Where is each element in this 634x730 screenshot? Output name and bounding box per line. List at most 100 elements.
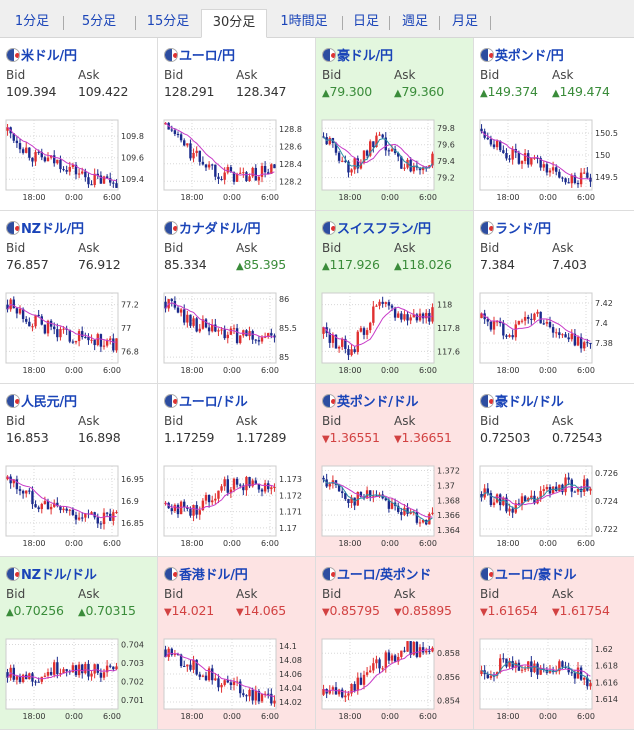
card-title[interactable]: ランド/円 <box>480 218 551 237</box>
candle-body <box>328 483 331 487</box>
candlestick-chart[interactable]: 0.858 0.856 0.854 18:00 0:00 6:00 <box>320 633 470 725</box>
candlestick-chart[interactable]: 0.726 0.724 0.722 18:00 0:00 6:00 <box>478 460 628 552</box>
card-title[interactable]: 人民元/円 <box>6 391 77 410</box>
candle-body <box>551 486 555 494</box>
card-title[interactable]: 香港ドル/円 <box>164 564 248 583</box>
candle-body <box>46 320 50 334</box>
candle-body <box>421 519 425 523</box>
ask-price: 76.912 <box>78 257 121 272</box>
moving-average-line <box>165 302 275 338</box>
pair-name[interactable]: ユーロ/円 <box>179 49 235 64</box>
candle-body <box>381 134 384 138</box>
candle-body <box>344 695 347 698</box>
candle-body <box>412 641 415 655</box>
pair-name[interactable]: ユーロ/英ポンド <box>337 568 432 583</box>
pair-name[interactable]: 香港ドル/円 <box>179 568 248 583</box>
currency-pair-card[interactable]: 豪ドル/円 Bid Ask ▲79.300 ▲79.360 79.8 79.6 79.4 79.… <box>316 38 474 211</box>
card-title[interactable]: ユーロ/円 <box>164 45 235 64</box>
tab-5-minute[interactable]: 5分足 <box>81 14 117 29</box>
card-title[interactable]: ユーロ/ドル <box>164 391 248 410</box>
candlestick-chart[interactable]: 150.5 150 149.5 18:00 0:00 6:00 <box>478 114 628 206</box>
candle-body <box>418 647 422 657</box>
pair-name[interactable]: ユーロ/ドル <box>179 395 248 410</box>
candle-body <box>263 483 267 492</box>
candlestick-chart[interactable]: 128.8 128.6 128.4 128.2 18:00 0:00 6:00 <box>162 114 312 206</box>
currency-pair-card[interactable]: NZドル/円 Bid Ask 76.857 76.912 77.2 77 76.8 18:00 0… <box>0 211 158 384</box>
currency-pair-card[interactable]: ランド/円 Bid Ask 7.384 7.403 7.42 7.4 7.38 18:00 0:0… <box>474 211 634 384</box>
pair-name[interactable]: 豪ドル/ドル <box>495 395 564 410</box>
currency-pair-card[interactable]: 豪ドル/ドル Bid Ask 0.72503 0.72543 0.726 0.724 0.72… <box>474 384 634 557</box>
currency-pair-card[interactable]: 香港ドル/円 Bid Ask ▼14.021 ▼14.065 14.1 14.08 14.06… <box>158 557 316 730</box>
candle-body <box>375 659 378 664</box>
candlestick-chart[interactable]: 79.8 79.6 79.4 79.2 18:00 0:00 6:00 <box>320 114 470 206</box>
pair-name[interactable]: ユーロ/豪ドル <box>495 568 577 583</box>
card-title[interactable]: スイスフラン/円 <box>322 218 431 237</box>
moving-average-line <box>481 485 591 506</box>
pair-name[interactable]: 人民元/円 <box>21 395 77 410</box>
pair-name[interactable]: ランド/円 <box>495 222 551 237</box>
tab-1-minute[interactable]: 1分足 <box>14 14 50 29</box>
pair-name[interactable]: 英ポンド/円 <box>495 49 564 64</box>
candle-body <box>406 641 409 652</box>
currency-pair-card[interactable]: 人民元/円 Bid Ask 16.853 16.898 16.95 16.9 16.85 18:… <box>0 384 158 557</box>
tab-daily[interactable]: 日足 <box>352 14 379 29</box>
plot-area <box>479 292 593 364</box>
candlestick-chart[interactable]: 14.1 14.08 14.06 14.04 14.02 18:00 0:00 6:00 <box>162 633 312 725</box>
currency-pair-card[interactable]: カナダドル/円 Bid Ask 85.334 ▲85.395 86 85.5 85 18:00 0… <box>158 211 316 384</box>
candlestick-chart[interactable]: 7.42 7.4 7.38 18:00 0:00 6:00 <box>478 287 628 379</box>
candle-body <box>56 329 59 338</box>
x-tick-label: 0:00 <box>381 366 399 375</box>
tab-15-minute[interactable]: 15分足 <box>146 14 190 29</box>
card-title[interactable]: ユーロ/英ポンド <box>322 564 432 583</box>
card-title[interactable]: NZドル/ドル <box>6 564 97 583</box>
candle-body <box>539 490 542 499</box>
card-title[interactable]: NZドル/円 <box>6 218 84 237</box>
tab-monthly[interactable]: 月足 <box>451 14 478 29</box>
pair-name[interactable]: カナダドル/円 <box>179 222 261 237</box>
card-title[interactable]: 英ポンド/円 <box>480 45 564 64</box>
pair-name[interactable]: スイスフラン/円 <box>337 222 431 237</box>
card-title[interactable]: 豪ドル/ドル <box>480 391 564 410</box>
card-title[interactable]: 英ポンド/ドル <box>322 391 419 410</box>
candlestick-chart[interactable]: 77.2 77 76.8 18:00 0:00 6:00 <box>4 287 154 379</box>
candle-body <box>81 331 84 338</box>
candlestick-chart[interactable]: 0.704 0.703 0.702 0.701 18:00 0:00 6:00 <box>4 633 154 725</box>
card-title[interactable]: ユーロ/豪ドル <box>480 564 577 583</box>
candle-body <box>257 483 261 490</box>
candle-body <box>189 143 192 159</box>
candle-body <box>173 653 177 655</box>
y-tick-label: 1.172 <box>279 491 302 500</box>
currency-pair-card[interactable]: ユーロ/円 Bid Ask 128.291 128.347 128.8 128.6 128.4… <box>158 38 316 211</box>
card-title[interactable]: 豪ドル/円 <box>322 45 393 64</box>
currency-pair-card[interactable]: スイスフラン/円 Bid Ask ▲117.926 ▲118.026 118 117.8 11… <box>316 211 474 384</box>
candlestick-chart[interactable]: 86 85.5 85 18:00 0:00 6:00 <box>162 287 312 379</box>
candlestick-chart[interactable]: 118 117.8 117.6 18:00 0:00 6:00 <box>320 287 470 379</box>
ask-value: 0.72543 <box>552 430 602 445</box>
card-title[interactable]: カナダドル/円 <box>164 218 261 237</box>
candlestick-chart[interactable]: 1.372 1.37 1.368 1.366 1.364 18:00 0:00 6:00 <box>320 460 470 552</box>
pair-name[interactable]: 豪ドル/円 <box>337 49 393 64</box>
candlestick-chart[interactable]: 16.95 16.9 16.85 18:00 0:00 6:00 <box>4 460 154 552</box>
currency-pair-card[interactable]: 英ポンド/円 Bid Ask ▲149.374 ▲149.474 150.5 150 149.… <box>474 38 634 211</box>
tab-weekly[interactable]: 週足 <box>401 14 428 29</box>
candlestick-chart[interactable]: 109.8 109.6 109.4 18:00 0:00 6:00 <box>4 114 154 206</box>
candle-body <box>18 676 22 682</box>
candlestick-chart[interactable]: 1.173 1.172 1.171 1.17 18:00 0:00 6:00 <box>162 460 312 552</box>
short-moving-average-line <box>323 136 433 170</box>
bid-direction-icon: ▼ <box>164 607 172 618</box>
card-title[interactable]: 米ドル/円 <box>6 45 77 64</box>
currency-pair-card[interactable]: 米ドル/円 Bid Ask 109.394 109.422 109.8 109.6 109.4… <box>0 38 158 211</box>
currency-pair-card[interactable]: ユーロ/ドル Bid Ask 1.17259 1.17289 1.173 1.172 1.17… <box>158 384 316 557</box>
tab-30-minute[interactable]: 30分足 <box>201 9 267 38</box>
tab-1-hour[interactable]: 1時間足 <box>280 14 328 29</box>
currency-pair-card[interactable]: 英ポンド/ドル Bid Ask ▼1.36551 ▼1.36651 1.372 1.37 1.… <box>316 384 474 557</box>
pair-name[interactable]: NZドル/ドル <box>21 568 97 583</box>
candlestick-chart[interactable]: 1.62 1.618 1.616 1.614 18:00 0:00 6:00 <box>478 633 628 725</box>
currency-pair-card[interactable]: NZドル/ドル Bid Ask ▲0.70256 ▲0.70315 0.704 0.703 0… <box>0 557 158 730</box>
pair-name[interactable]: NZドル/円 <box>21 222 84 237</box>
currency-pair-card[interactable]: ユーロ/豪ドル Bid Ask ▼1.61654 ▼1.61754 1.62 1.618 1.… <box>474 557 634 730</box>
pair-name[interactable]: 米ドル/円 <box>21 49 77 64</box>
pair-name[interactable]: 英ポンド/ドル <box>337 395 419 410</box>
candle-body <box>495 321 499 323</box>
currency-pair-card[interactable]: ユーロ/英ポンド Bid Ask ▼0.85795 ▼0.85895 0.858 0.856… <box>316 557 474 730</box>
